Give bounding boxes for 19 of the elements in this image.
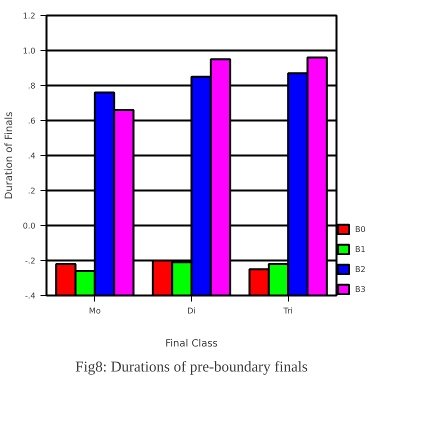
y-tick-label: .8 [28,82,36,90]
y-tick-label: 1.2 [22,12,36,20]
x-axis-title: Final Class [165,338,218,350]
y-tick-label: .6 [28,116,36,126]
legend-label: B1 [355,244,367,254]
legend-label: B0 [355,224,367,234]
caption: Fig8: Durations of pre-boundary finals [75,360,308,376]
y-tick-label: .4 [28,152,36,160]
y-tick-label: -.4 [24,292,36,300]
y-axis-title: Duration of Finals [4,112,15,200]
y-tick-label: 1.0 [22,46,36,56]
x-tick-label: Di [187,306,196,316]
y-tick-label: -.2 [24,256,36,266]
legend-label: B2 [355,264,367,274]
y-tick-label: .2 [28,186,36,196]
x-tick-label: Tri [282,306,293,316]
legend-label: B3 [355,284,367,294]
x-tick-label: Mo [88,306,101,316]
y-tick-label: 0.0 [22,222,36,230]
